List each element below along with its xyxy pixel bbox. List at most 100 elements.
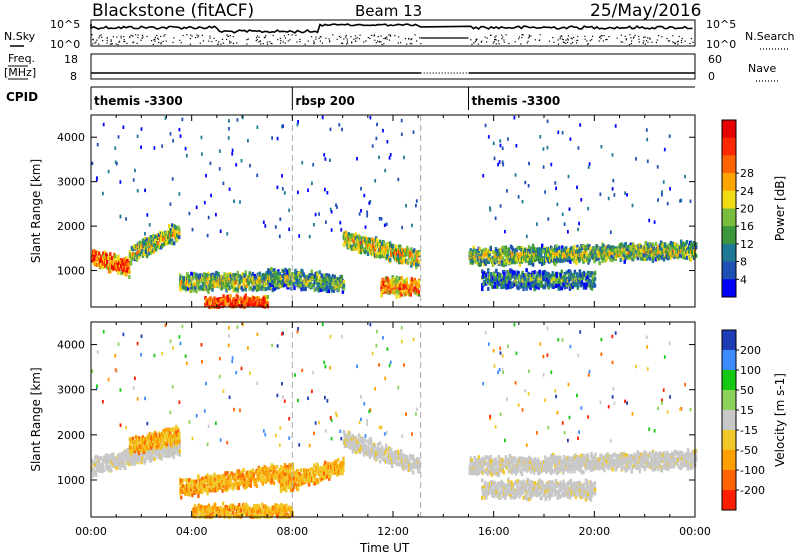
echo-cell [292,277,295,282]
echo-cell [190,289,193,293]
echo-cell [275,275,278,280]
echo-cell [618,252,621,257]
nsearch-point [132,42,134,44]
echo-cell [145,237,149,242]
echo-cell [551,273,554,278]
nsearch-point [355,38,357,40]
nsearch-point [100,34,102,36]
echo-cell [389,153,392,157]
nsearch-point [208,40,210,42]
echo-cell [225,288,228,293]
echo-cell [226,294,229,299]
echo-cell [358,212,361,216]
echo-cell [227,136,230,140]
echo-cell [414,259,417,264]
nsearch-point [586,40,588,42]
echo-cell [92,473,95,478]
echo-cell [167,235,170,240]
echo-cell [153,457,156,461]
echo-cell [500,262,504,267]
echo-cell [639,247,642,252]
echo-cell [153,448,156,453]
nsearch-point [182,34,184,37]
echo-cell [661,243,665,248]
echo-cell [365,240,369,245]
nsearch-point [689,43,691,45]
echo-cell [212,277,215,282]
echo-cell [493,250,497,255]
nsearch-point [566,41,569,43]
nsearch-point [258,41,260,43]
echo-cell [324,157,327,161]
echo-cell [514,173,517,177]
echo-cell [497,260,501,265]
echo-cell [508,258,512,263]
echo-cell [133,449,137,454]
nsearch-point [141,37,143,39]
echo-cell [389,243,392,248]
echo-cell [114,254,117,259]
nsearch-point [383,38,385,40]
echo-cell [525,259,529,263]
echo-cell [263,278,266,282]
echo-cell [411,253,414,257]
echo-cell [262,286,265,291]
echo-cell [342,279,346,284]
echo-cell [550,162,553,167]
echo-cell [144,249,148,254]
echo-cell [360,187,362,191]
echo-cell [675,246,679,251]
echo-cell [395,244,398,249]
echo-cell [415,203,417,208]
echo-cell [164,116,167,120]
echo-cell [528,281,531,286]
nsearch-point [277,39,279,41]
nsearch-point [677,40,679,42]
nsearch-point [573,36,575,38]
echo-cell [560,269,563,274]
nsearch-point [112,36,114,38]
nsearch-point [566,38,569,40]
nsearch-point [567,35,570,37]
echo-cell [288,278,291,283]
nsearch-point [315,38,317,40]
echo-cell [333,278,336,283]
echo-cell [668,251,672,256]
nsearch-point [343,38,345,40]
echo-cell [645,254,649,259]
echo-cell [288,269,291,274]
echo-cell [644,243,648,248]
nsearch-point [598,40,600,42]
echo-cell [317,282,320,287]
echo-cell [375,240,379,245]
nsearch-point [229,40,231,42]
echo-cell [178,449,181,454]
echo-cell [107,169,110,174]
nsearch-point [229,42,231,44]
echo-cell [611,153,614,157]
echo-cell [405,280,408,285]
echo-cell [111,259,114,264]
echo-cell [323,153,326,157]
nsearch-point [164,34,166,36]
echo-cell [139,457,142,462]
echo-cell [409,290,412,295]
nsearch-point [631,40,633,42]
echo-cell [123,460,126,465]
echo-cell [195,205,198,210]
echo-cell [578,270,582,275]
nsearch-point [530,35,532,37]
echo-cell [144,451,147,456]
echo-cell [533,255,537,260]
nsearch-point [563,41,565,44]
echo-cell [532,274,535,278]
echo-cell [367,237,371,242]
nsearch-point [315,36,317,38]
echo-cell [397,177,400,182]
echo-cell [661,193,663,197]
echo-cell [171,241,174,246]
nsearch-point [584,35,586,37]
nsky-traces [90,23,694,46]
echo-cell [695,253,698,258]
